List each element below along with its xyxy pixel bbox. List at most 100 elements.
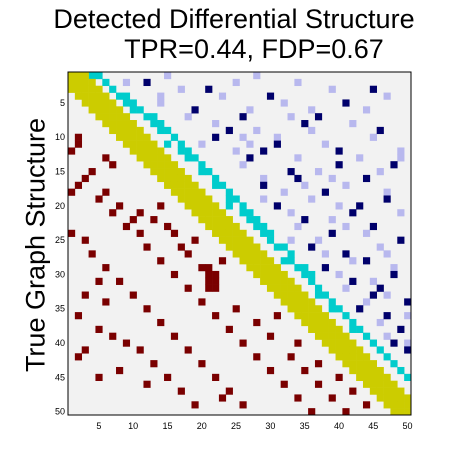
false-positive-light-cell [376, 168, 384, 176]
false-positive-light-cell [314, 168, 323, 176]
diagonal-cell [246, 250, 254, 258]
near-diagonal-cell [212, 174, 220, 183]
true-edge-cell [225, 325, 233, 333]
diagonal-cell [273, 291, 281, 299]
near-diagonal-cell [225, 202, 233, 210]
false-positive-light-cell [383, 332, 391, 340]
diagonal-cell [335, 353, 343, 361]
diagonal-cell [362, 380, 371, 388]
near-diagonal-cell [157, 120, 165, 128]
true-edge-cell [225, 387, 233, 395]
near-diagonal-cell [239, 202, 247, 210]
near-diagonal-cell [109, 85, 117, 93]
diagonal-cell [369, 373, 377, 381]
true-edge-cell [273, 312, 281, 320]
false-positive-light-cell [328, 216, 336, 224]
detected-edge-dark-cell [301, 120, 309, 128]
true-edge-cell [136, 209, 144, 217]
diagonal-cell [239, 257, 247, 265]
diagonal-cell [225, 216, 233, 224]
diagonal-cell [88, 92, 96, 100]
near-diagonal-cell [191, 154, 199, 162]
diagonal-cell [239, 243, 247, 251]
diagonal-cell [376, 366, 384, 375]
diagonal-cell [328, 332, 336, 340]
near-diagonal-cell [184, 154, 192, 162]
detected-edge-dark-cell [369, 85, 377, 93]
false-positive-light-cell [157, 99, 165, 107]
true-edge-cell [170, 229, 179, 237]
diagonal-cell [301, 312, 309, 320]
false-positive-light-cell [356, 154, 364, 162]
diagonal-cell [397, 387, 405, 395]
detected-edge-dark-cell [287, 168, 295, 176]
false-positive-light-cell [260, 174, 268, 183]
true-edge-cell [109, 332, 117, 340]
detected-edge-dark-cell [342, 250, 350, 258]
false-positive-light-cell [328, 174, 336, 183]
diagonal-cell [301, 298, 309, 306]
true-edge-cell [74, 312, 83, 320]
diagonal-cell [287, 291, 295, 299]
diagonal-cell [164, 168, 172, 176]
diagonal-cell [129, 126, 137, 135]
diagonal-cell [170, 168, 179, 176]
false-positive-light-cell [308, 106, 316, 114]
diagonal-cell [314, 312, 323, 320]
true-edge-cell [109, 209, 117, 217]
diagonal-cell [170, 188, 179, 196]
near-diagonal-cell [102, 78, 110, 87]
diagonal-cell [109, 120, 117, 128]
true-edge-cell [102, 188, 110, 196]
diagonal-cell [150, 154, 158, 162]
near-diagonal-cell [232, 195, 240, 203]
diagonal-cell [328, 346, 336, 354]
detected-edge-dark-cell [376, 126, 384, 135]
diagonal-cell [116, 133, 124, 141]
false-positive-light-cell [369, 133, 377, 141]
diagonal-cell [301, 291, 309, 299]
false-positive-light-cell [342, 222, 350, 231]
false-positive-light-cell [301, 181, 309, 189]
near-diagonal-cell [287, 257, 295, 265]
near-diagonal-cell [177, 147, 185, 155]
diagonal-cell [143, 154, 151, 162]
diagonal-cell [328, 339, 336, 347]
diagonal-cell [68, 72, 76, 80]
near-diagonal-cell [218, 181, 227, 189]
diagonal-cell [301, 318, 309, 327]
detected-edge-dark-cell [404, 346, 412, 354]
detected-edge-dark-cell [335, 147, 343, 155]
false-positive-light-cell [383, 92, 391, 100]
chart-title-line-1: Detected Differential Structure [53, 4, 415, 34]
near-diagonal-cell [212, 181, 220, 189]
diagonal-cell [109, 126, 117, 135]
diagonal-cell [116, 120, 124, 128]
diagonal-cell [129, 140, 137, 148]
false-positive-light-cell [383, 250, 391, 258]
diagonal-cell [218, 216, 227, 224]
false-positive-light-cell [122, 78, 131, 87]
diagonal-cell [232, 222, 240, 231]
false-positive-light-cell [404, 339, 412, 347]
diagonal-cell [253, 264, 261, 272]
diagonal-cell [246, 236, 254, 244]
detected-edge-dark-cell [383, 195, 391, 203]
true-edge-cell [157, 257, 165, 265]
diagonal-cell [164, 154, 172, 162]
diagonal-cell [212, 222, 220, 231]
diagonal-cell [390, 380, 398, 388]
true-edge-cell [116, 202, 124, 210]
near-diagonal-cell [349, 325, 357, 333]
false-positive-light-cell [294, 154, 302, 162]
true-edge-cell [102, 154, 110, 162]
diagonal-cell [362, 360, 371, 368]
near-diagonal-cell [260, 222, 268, 231]
detected-edge-dark-cell [266, 92, 275, 100]
diagonal-cell [205, 202, 213, 210]
diagonal-cell [390, 387, 398, 395]
diagonal-cell [246, 264, 254, 272]
true-edge-cell [239, 401, 247, 409]
near-diagonal-cell [136, 106, 144, 114]
true-edge-cell [81, 236, 89, 244]
